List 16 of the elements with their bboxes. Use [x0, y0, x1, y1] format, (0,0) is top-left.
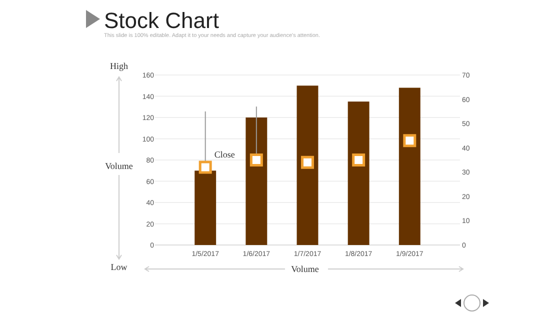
text: Low: [110, 262, 128, 272]
bar: [246, 118, 268, 245]
bar: [194, 170, 216, 245]
x-axis-title: Volume: [291, 264, 319, 274]
bar: [296, 86, 318, 245]
chart-title: Stock Chart: [104, 8, 219, 33]
series-label: Close: [214, 149, 235, 160]
point: [352, 154, 366, 166]
point: [301, 156, 314, 169]
y-axis-title: Volume: [105, 161, 133, 171]
text: High: [110, 61, 128, 71]
bar: [398, 88, 420, 245]
point: [198, 160, 212, 174]
point: [403, 134, 416, 148]
bar: [348, 102, 370, 245]
point: [250, 154, 263, 166]
